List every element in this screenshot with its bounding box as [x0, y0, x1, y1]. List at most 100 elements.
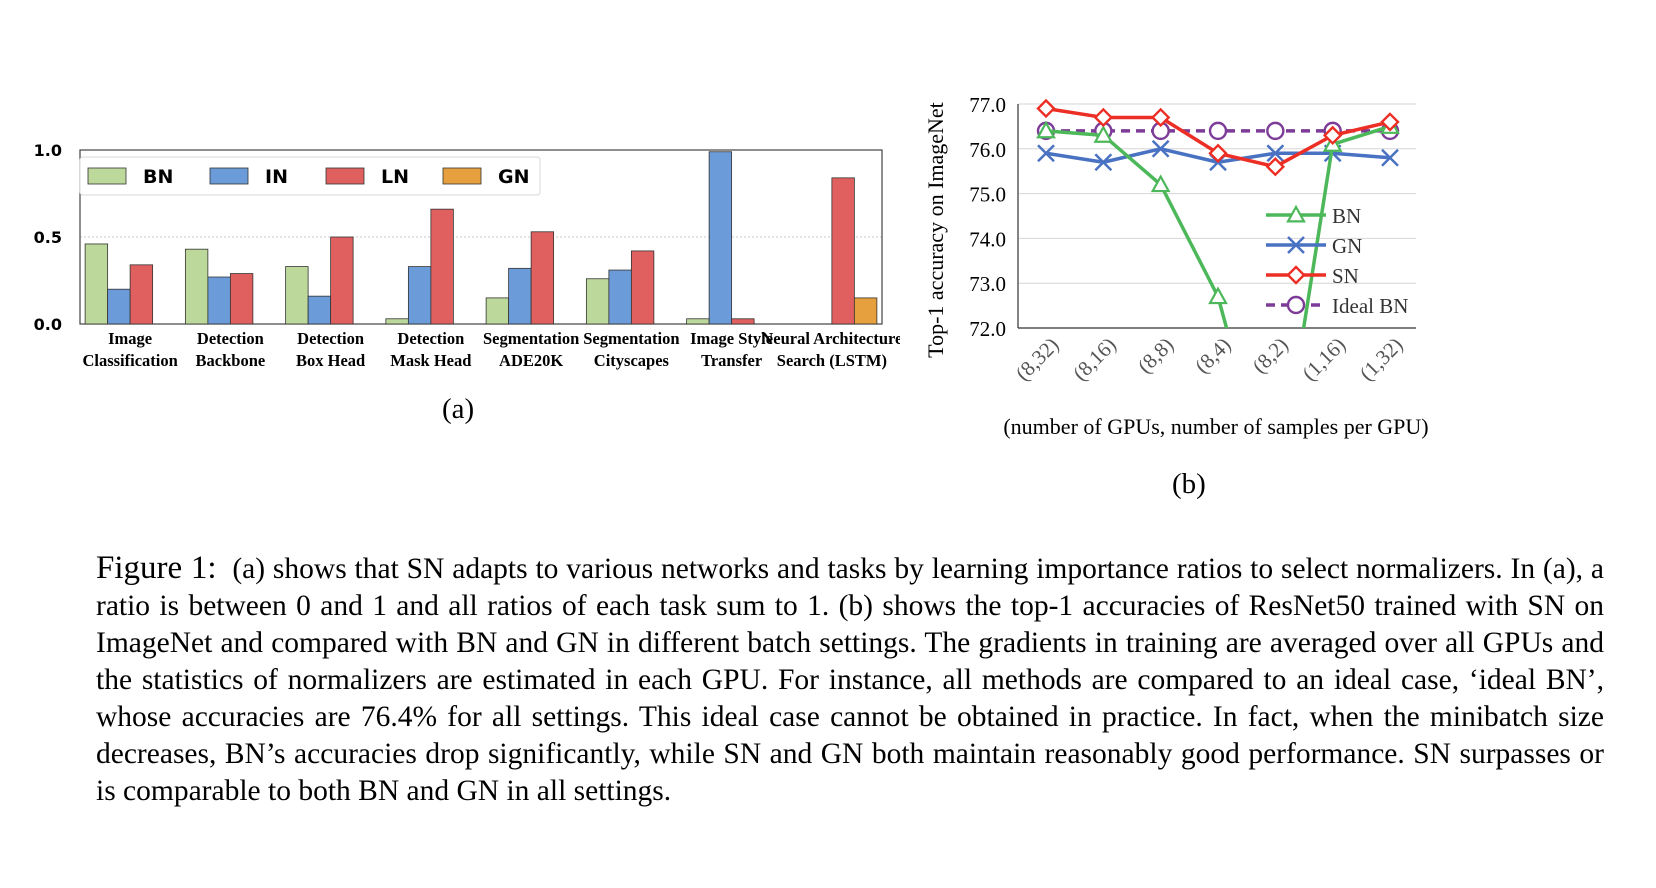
- marker-bn: [1210, 289, 1226, 303]
- y-axis-title: Top-1 accuracy on ImageNet: [923, 102, 948, 358]
- legend-label-gn: GN: [498, 166, 530, 188]
- marker-gn: [1095, 154, 1111, 170]
- x-category-label: Detection: [197, 329, 264, 348]
- legend-swatch-bn: [88, 168, 126, 184]
- marker-gn: [1382, 150, 1398, 166]
- bar-gn: [854, 298, 877, 324]
- bar-ln: [230, 274, 253, 324]
- bar-bn: [386, 319, 409, 324]
- y-tick-label: 73.0: [969, 272, 1006, 296]
- x-tick-label: (8,16): [1068, 333, 1121, 386]
- series-line-gn: [1046, 149, 1390, 162]
- x-category-label: Backbone: [196, 351, 266, 370]
- marker-ideal-bn: [1288, 297, 1304, 313]
- y-tick-label: 76.0: [969, 138, 1006, 162]
- bar-bn: [687, 319, 710, 324]
- marker-gn: [1325, 145, 1341, 161]
- series-line-sn: [1046, 108, 1390, 166]
- series-line-bn: [1046, 126, 1390, 507]
- bar-bn: [185, 249, 208, 324]
- marker-ideal-bn: [1153, 123, 1169, 139]
- x-tick-label: (1,16): [1297, 333, 1350, 386]
- series-bn: [1038, 118, 1398, 507]
- marker-gn: [1038, 145, 1054, 161]
- x-category-label: Search (LSTM): [777, 351, 887, 370]
- series-sn: [1038, 100, 1398, 174]
- marker-bn: [1095, 127, 1111, 141]
- marker-bn: [1325, 136, 1341, 150]
- figure-caption: Figure 1: (a) shows that SN adapts to va…: [96, 550, 1604, 810]
- subfigure-label-a: (a): [442, 393, 474, 426]
- bar-ln: [331, 237, 354, 324]
- bar-in: [609, 270, 632, 324]
- x-category-label: Transfer: [701, 351, 762, 370]
- y-tick-label: 74.0: [969, 227, 1006, 251]
- x-category-label: Neural Architecture: [761, 329, 900, 348]
- series-gn: [1038, 141, 1398, 170]
- caption-text: (a) shows that SN adapts to various netw…: [96, 553, 1604, 807]
- marker-bn: [1038, 123, 1054, 137]
- x-tick-label: (8,32): [1011, 333, 1064, 386]
- bar-ln: [732, 319, 755, 324]
- y-tick-label: 0.0: [34, 315, 62, 334]
- y-tick-label: 72.0: [969, 317, 1006, 341]
- marker-sn: [1153, 109, 1169, 125]
- bar-ln: [431, 209, 454, 324]
- x-category-label: Mask Head: [390, 351, 471, 370]
- x-category-label: Segmentation: [583, 329, 679, 348]
- legend-label-bn: BN: [143, 166, 173, 188]
- marker-bn: [1153, 177, 1169, 191]
- x-tick-label: (8,8): [1133, 333, 1178, 378]
- marker-ideal-bn: [1325, 123, 1341, 139]
- bar-bn: [486, 298, 509, 324]
- x-tick-label: (8,2): [1247, 333, 1292, 378]
- legend-swatch-ln: [326, 168, 364, 184]
- legend-label-ideal-bn: Ideal BN: [1332, 294, 1408, 318]
- bar-in: [208, 277, 231, 324]
- x-category-label: Box Head: [296, 351, 365, 370]
- bar-in: [308, 296, 331, 324]
- legend-swatch-gn: [443, 168, 481, 184]
- marker-ideal-bn: [1095, 123, 1111, 139]
- bar-ln: [631, 251, 654, 324]
- y-tick-label: 0.5: [34, 228, 62, 247]
- x-tick-label: (8,4): [1190, 333, 1235, 378]
- legend-label-sn: SN: [1332, 264, 1359, 288]
- marker-bn: [1288, 207, 1304, 221]
- legend-label-ln: LN: [381, 166, 409, 188]
- bar-in: [509, 268, 532, 324]
- marker-ideal-bn: [1210, 123, 1226, 139]
- subfigure-label-b: (b): [1172, 468, 1206, 501]
- marker-ideal-bn: [1382, 123, 1398, 139]
- marker-gn: [1267, 145, 1283, 161]
- bar-ln: [832, 178, 855, 324]
- marker-sn: [1095, 109, 1111, 125]
- marker-gn: [1210, 154, 1226, 170]
- marker-bn: [1382, 118, 1398, 132]
- x-tick-label: (1,32): [1355, 333, 1408, 386]
- legend-label-in: IN: [265, 166, 288, 188]
- x-category-label: Classification: [82, 351, 177, 370]
- y-tick-label: 1.0: [34, 141, 62, 160]
- marker-ideal-bn: [1267, 123, 1283, 139]
- marker-sn: [1267, 159, 1283, 175]
- bar-bn: [286, 267, 309, 324]
- y-tick-label: 75.0: [969, 183, 1006, 207]
- bar-ln: [130, 265, 153, 324]
- bar-in: [408, 267, 431, 324]
- bar-bn: [586, 279, 609, 324]
- bar-in: [709, 152, 732, 324]
- marker-sn: [1325, 127, 1341, 143]
- marker-sn: [1382, 114, 1398, 130]
- series-ideal-bn: [1038, 123, 1398, 139]
- caption-label: Figure 1:: [96, 550, 217, 586]
- x-category-label: Detection: [297, 329, 364, 348]
- bar-bn: [85, 244, 108, 324]
- bar-chart-normalizer-ratios: 0.0 0.5 1.0 Image Classification Detection Bac…: [0, 0, 900, 460]
- marker-sn: [1210, 145, 1226, 161]
- x-axis-title: (number of GPUs, number of samples per G…: [1003, 414, 1428, 439]
- bar-ln: [531, 232, 554, 324]
- x-category-label: Image: [108, 329, 152, 348]
- legend-label-bn: BN: [1332, 204, 1361, 228]
- y-tick-label: 77.0: [969, 93, 1006, 117]
